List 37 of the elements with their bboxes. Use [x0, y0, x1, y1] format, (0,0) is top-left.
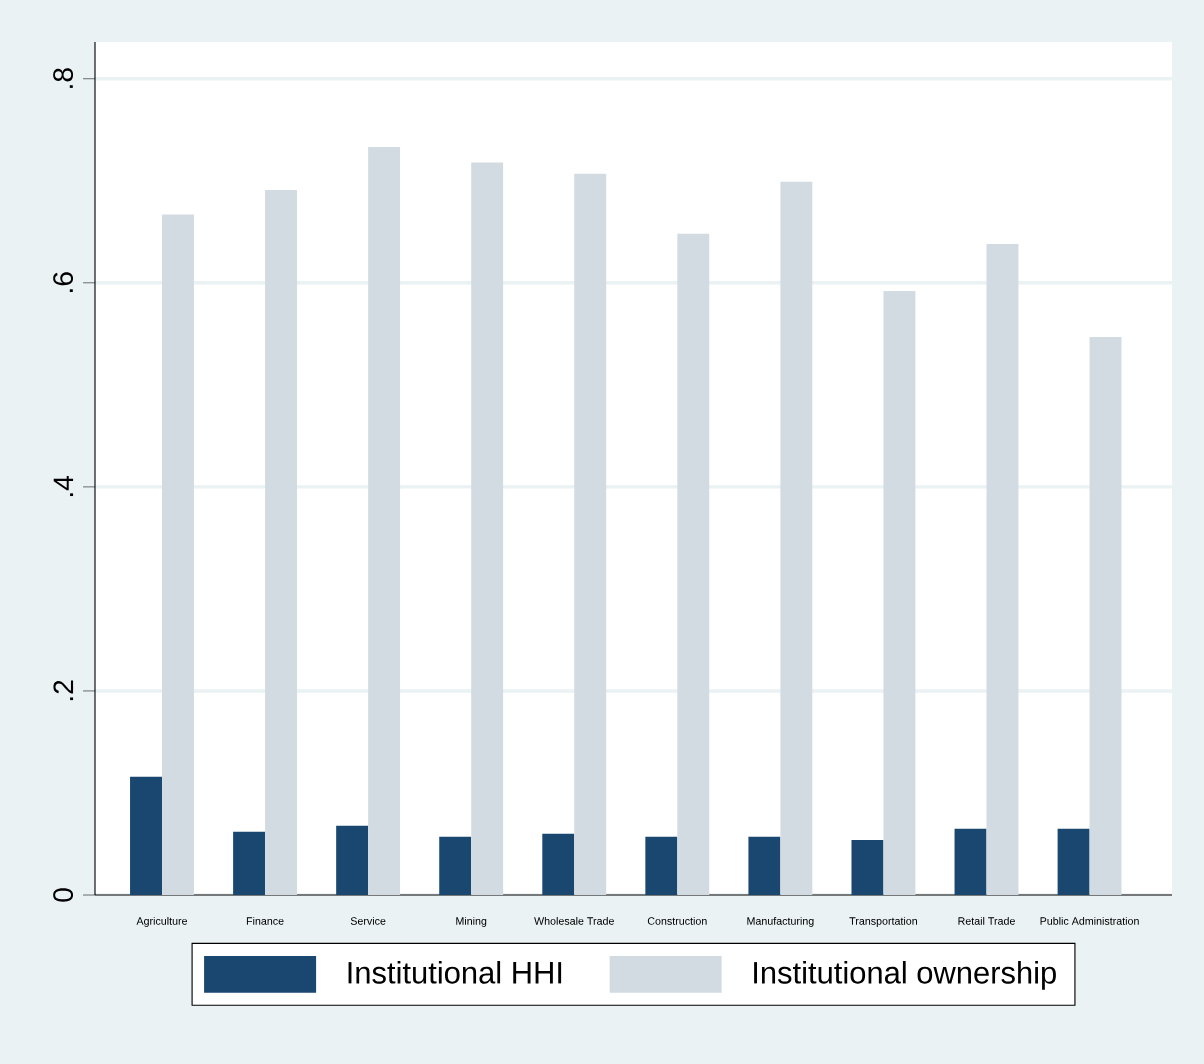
x-tick-label: Construction — [647, 916, 707, 925]
bar — [986, 244, 1019, 896]
bar — [542, 833, 575, 896]
bar — [954, 828, 987, 896]
x-tick-label: Retail Trade — [958, 916, 1015, 925]
bar — [265, 189, 298, 896]
y-tick-label: .2 — [53, 680, 74, 701]
y-tick-label: .6 — [53, 272, 74, 292]
bar — [161, 214, 194, 896]
x-tick-label: Transportation — [849, 916, 917, 927]
bar — [130, 776, 162, 896]
x-tick-label: Finance — [246, 916, 284, 925]
x-tick-label: Public Administration — [1040, 916, 1139, 925]
bar — [645, 836, 678, 896]
y-tick-label: 0 — [53, 888, 74, 902]
bar — [471, 162, 504, 896]
bar — [336, 825, 369, 896]
bar — [233, 831, 266, 896]
x-tick-label: Mining — [456, 916, 487, 927]
legend-label: Institutional ownership — [754, 960, 1056, 990]
bar — [574, 173, 607, 896]
bar — [1057, 828, 1090, 896]
x-tick-label: Service — [350, 916, 386, 925]
y-tick-label: .4 — [53, 475, 74, 497]
legend-label: Institutional HHI — [348, 960, 562, 984]
x-tick-label: Wholesale Trade — [534, 916, 614, 925]
bar — [368, 147, 401, 896]
x-tick-label: Agriculture — [136, 916, 188, 927]
bar — [748, 836, 781, 896]
bar — [1089, 336, 1122, 896]
bar — [851, 839, 884, 896]
bar — [780, 181, 813, 896]
bar — [677, 233, 710, 896]
y-tick-label: .8 — [53, 68, 74, 88]
x-tick-label: Manufacturing — [747, 916, 814, 927]
bar — [883, 290, 916, 896]
bar — [439, 836, 472, 896]
